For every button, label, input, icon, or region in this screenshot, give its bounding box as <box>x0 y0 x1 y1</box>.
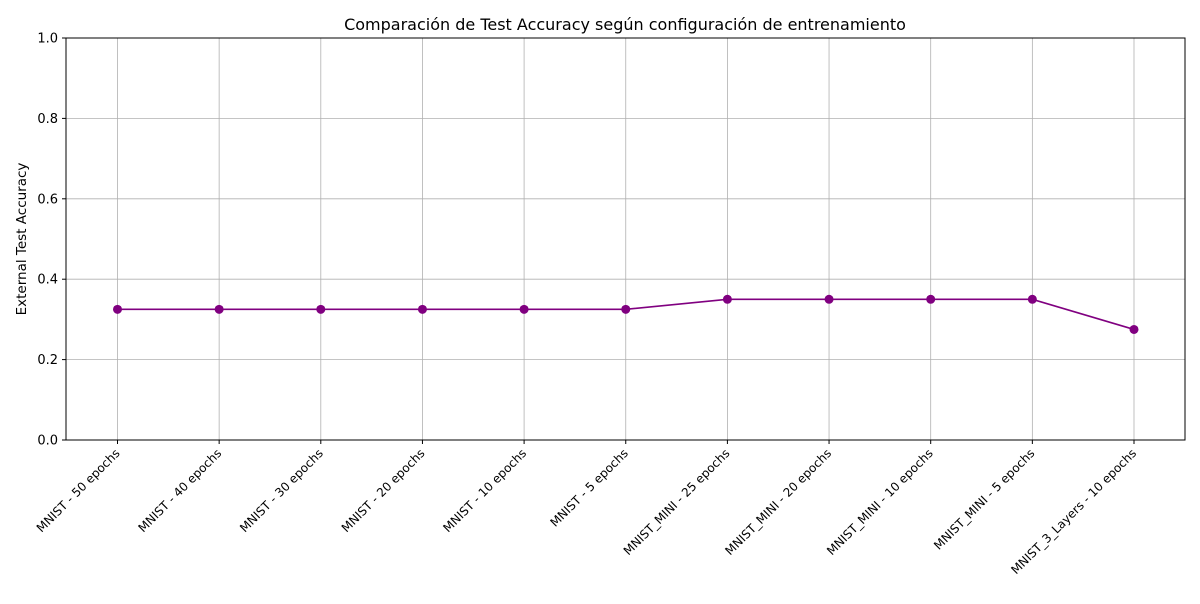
x-tick-label: MNIST_MINI - 10 epochs <box>824 446 936 558</box>
x-tick-label: MNIST_3_Layers - 10 epochs <box>1008 446 1139 577</box>
data-point <box>1027 294 1037 304</box>
x-tick-label: MNIST - 50 epochs <box>34 446 123 535</box>
chart-title: Comparación de Test Accuracy según confi… <box>344 15 906 34</box>
x-tick-label: MNIST_MINI - 20 epochs <box>722 446 834 558</box>
x-tick-label: MNIST_MINI - 25 epochs <box>621 446 733 558</box>
data-point <box>824 294 834 304</box>
data-point <box>926 294 936 304</box>
grid-lines <box>66 37 1185 441</box>
series-layer <box>113 294 1139 334</box>
x-tick-label: MNIST - 40 epochs <box>135 446 224 535</box>
data-point <box>722 294 732 304</box>
x-tick-label: MNIST - 30 epochs <box>237 446 326 535</box>
axes <box>62 37 1186 444</box>
data-point <box>621 304 631 314</box>
x-tick-label: MNIST - 20 epochs <box>339 446 428 535</box>
y-tick-label: 1.0 <box>37 32 58 47</box>
y-axis-label: External Test Accuracy <box>14 163 30 316</box>
y-tick-label: 0.4 <box>37 273 58 288</box>
y-tick-label: 0.8 <box>37 112 58 127</box>
x-tick-label: MNIST_MINI - 5 epochs <box>931 446 1037 552</box>
y-tick-label: 0.6 <box>37 192 58 207</box>
x-tick-label: MNIST - 5 epochs <box>547 446 630 529</box>
data-point <box>1129 324 1139 334</box>
data-point <box>113 304 122 314</box>
x-tick-label: MNIST - 10 epochs <box>440 446 529 535</box>
data-point <box>214 304 224 314</box>
y-tick-label: 0.0 <box>37 434 58 449</box>
data-point <box>316 304 326 314</box>
y-tick-label: 0.2 <box>37 353 58 368</box>
data-point <box>519 304 529 314</box>
data-point <box>417 304 427 314</box>
